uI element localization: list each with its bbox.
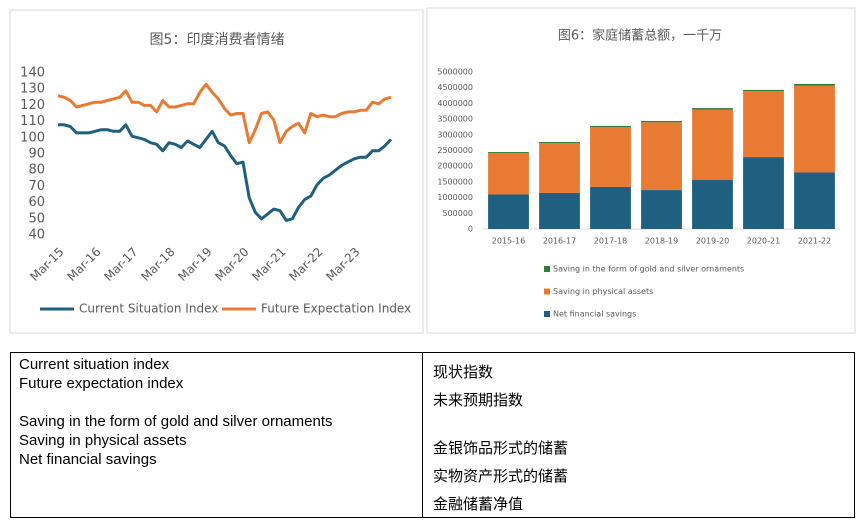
table-cell-line: 现状指数 [433, 364, 494, 381]
y-tick-label: 100 [20, 130, 45, 145]
bar-segment [539, 192, 580, 229]
panel [9, 9, 424, 334]
bar-segment [692, 108, 733, 110]
y-tick-label: 3500000 [437, 115, 473, 124]
legend-label: Saving in physical assets [553, 287, 653, 296]
y-tick-label: 1000000 [437, 193, 473, 202]
y-tick-label: 70 [28, 179, 45, 194]
bar-segment [794, 83, 835, 86]
x-tick-label: 2017-18 [594, 237, 627, 246]
y-tick-label: 130 [20, 82, 45, 97]
bar-segment [539, 142, 580, 143]
y-tick-label: 2000000 [437, 162, 473, 171]
legend-label: Future Expectation Index [261, 302, 411, 316]
table-cell-line: Saving in the form of gold and silver or… [19, 413, 333, 430]
y-tick-label: 0 [468, 225, 473, 234]
x-tick-label: 2019-20 [696, 237, 729, 246]
table-cell-line: Saving in physical assets [19, 432, 187, 449]
y-tick-label: 40 [28, 228, 45, 243]
legend-swatch [544, 311, 550, 317]
y-tick-label: 50 [28, 211, 45, 226]
legend-swatch [544, 288, 550, 295]
bar-segment [590, 186, 631, 229]
legend-label: Saving in the form of gold and silver or… [553, 265, 744, 274]
chart-title: 图6：家庭储蓄总额，一千万 [558, 28, 722, 44]
bar-segment [488, 152, 529, 154]
y-tick-label: 60 [28, 195, 45, 210]
table-cell-line: Current situation index [19, 356, 170, 373]
y-tick-label: 120 [20, 98, 45, 113]
x-tick-label: 2021-22 [798, 237, 831, 246]
bar-segment [488, 194, 529, 229]
bar-segment [794, 172, 835, 229]
table: Current situation index Future expectatio… [10, 352, 855, 518]
line [57, 82, 392, 145]
bar-segment [590, 127, 631, 187]
y-tick-label: 90 [28, 147, 45, 162]
legend-label: Current Situation Index [79, 302, 218, 316]
y-tick-label: 500000 [442, 209, 473, 218]
line [58, 123, 393, 222]
table-cell-line: 金融储蓄净值 [433, 496, 524, 513]
legend-label: Net financial savings [553, 310, 636, 319]
table-right: 现状指数未来预期指数金银饰品形式的储蓄 实物资产形式的储蓄 金融储蓄净值 [423, 353, 854, 517]
table-cell-line: 实物资产形式的储蓄 [433, 468, 569, 485]
bar-segment [743, 89, 784, 92]
bar-segment [794, 85, 835, 173]
table-cell-line: 未来预期指数 [433, 392, 524, 409]
x-tick-label: 2016-17 [543, 237, 576, 246]
bar-segment [692, 180, 733, 229]
bar-segment [488, 153, 529, 195]
bar-segment [590, 126, 631, 128]
bar-segment [743, 157, 784, 229]
table-cell-line: Net financial savings [19, 451, 157, 468]
bar-segment [641, 190, 682, 229]
y-tick-label: 80 [28, 163, 45, 178]
y-tick-label: 110 [20, 114, 45, 129]
bar-segment [641, 120, 682, 123]
y-tick-label: 140 [20, 66, 45, 81]
y-tick-label: 5000000 [437, 68, 473, 77]
bar-segment [641, 122, 682, 191]
legend-swatch [544, 266, 550, 272]
bar-segment [692, 109, 733, 181]
y-tick-label: 1500000 [437, 177, 473, 186]
bar-segment [539, 142, 580, 193]
x-tick-label: 2015-16 [492, 237, 525, 246]
y-tick-label: 4500000 [437, 83, 473, 92]
x-tick-label: 2018-19 [645, 237, 678, 246]
x-tick-label: 2020-21 [747, 237, 780, 246]
y-tick-label: 4000000 [437, 99, 473, 108]
table-cell-line: 金银饰品形式的储蓄 [433, 440, 569, 457]
chart-title: 图5：印度消费者情绪 [150, 32, 285, 48]
y-tick-label: 3000000 [437, 130, 473, 139]
bar-segment [743, 91, 784, 158]
table-cell-line: Future expectation index [19, 375, 184, 392]
y-tick-label: 2500000 [437, 146, 473, 155]
table-left: Current situation index Future expectatio… [11, 353, 423, 517]
